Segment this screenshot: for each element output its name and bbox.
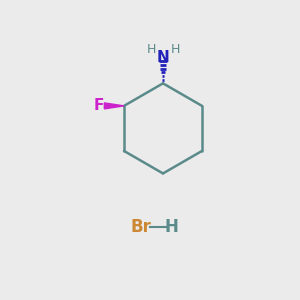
Text: Br: Br <box>130 218 152 236</box>
Text: H: H <box>170 43 180 56</box>
Text: H: H <box>146 43 156 56</box>
Text: N: N <box>157 50 169 65</box>
Polygon shape <box>104 103 124 109</box>
Text: H: H <box>164 218 178 236</box>
Text: F: F <box>93 98 104 113</box>
